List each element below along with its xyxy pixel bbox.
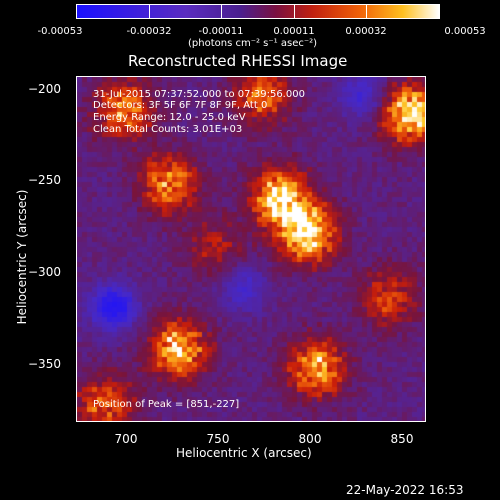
colorbar-tick-label: -0.00032 <box>126 26 172 37</box>
colorbar-tick <box>294 4 295 19</box>
x-axis-label: Heliocentric X (arcsec) <box>176 446 312 460</box>
colorbar-tick-label: 0.00011 <box>273 26 315 37</box>
y-tick-label: −300 <box>28 265 61 279</box>
x-tick-label: 850 <box>390 432 414 446</box>
annotation-method-counts: Clean Total Counts: 3.01E+03 <box>93 124 243 135</box>
y-tick-label: −200 <box>28 82 61 96</box>
x-tick-label: 750 <box>206 432 230 446</box>
x-tick-label: 800 <box>298 432 322 446</box>
colorbar-tick-label: 0.00053 <box>444 26 486 37</box>
annotation-time-range: 31-Jul-2015 07:37:52.000 to 07:39:56.000 <box>93 89 305 100</box>
heatmap-image <box>77 77 425 421</box>
colorbar-tick-label: 0.00032 <box>345 26 387 37</box>
annotation-detectors: Detectors: 3F 5F 6F 7F 8F 9F, Att 0 <box>93 100 268 111</box>
colorbar-tick <box>149 4 150 19</box>
x-tick-label: 700 <box>114 432 138 446</box>
y-tick-label: −250 <box>28 173 61 187</box>
plot-title: Reconstructed RHESSI Image <box>128 52 348 70</box>
colorbar-tick <box>76 4 77 19</box>
timestamp: 22-May-2022 16:53 <box>346 483 464 497</box>
colorbar-units: (photons cm⁻² s⁻¹ asec⁻²) <box>188 38 318 49</box>
colorbar <box>76 4 440 19</box>
plot-area: 31-Jul-2015 07:37:52.000 to 07:39:56.000… <box>76 76 426 422</box>
colorbar-tick <box>439 4 440 19</box>
annotation-peak-position: Position of Peak = [851,-227] <box>93 399 240 410</box>
y-axis-label: Heliocentric Y (arcsec) <box>15 189 29 325</box>
colorbar-tick-label: -0.00011 <box>198 26 244 37</box>
colorbar-tick-label: -0.00053 <box>37 26 83 37</box>
annotation-energy-range: Energy Range: 12.0 - 25.0 keV <box>93 112 246 123</box>
colorbar-tick <box>221 4 222 19</box>
y-tick-label: −350 <box>28 357 61 371</box>
colorbar-tick <box>366 4 367 19</box>
